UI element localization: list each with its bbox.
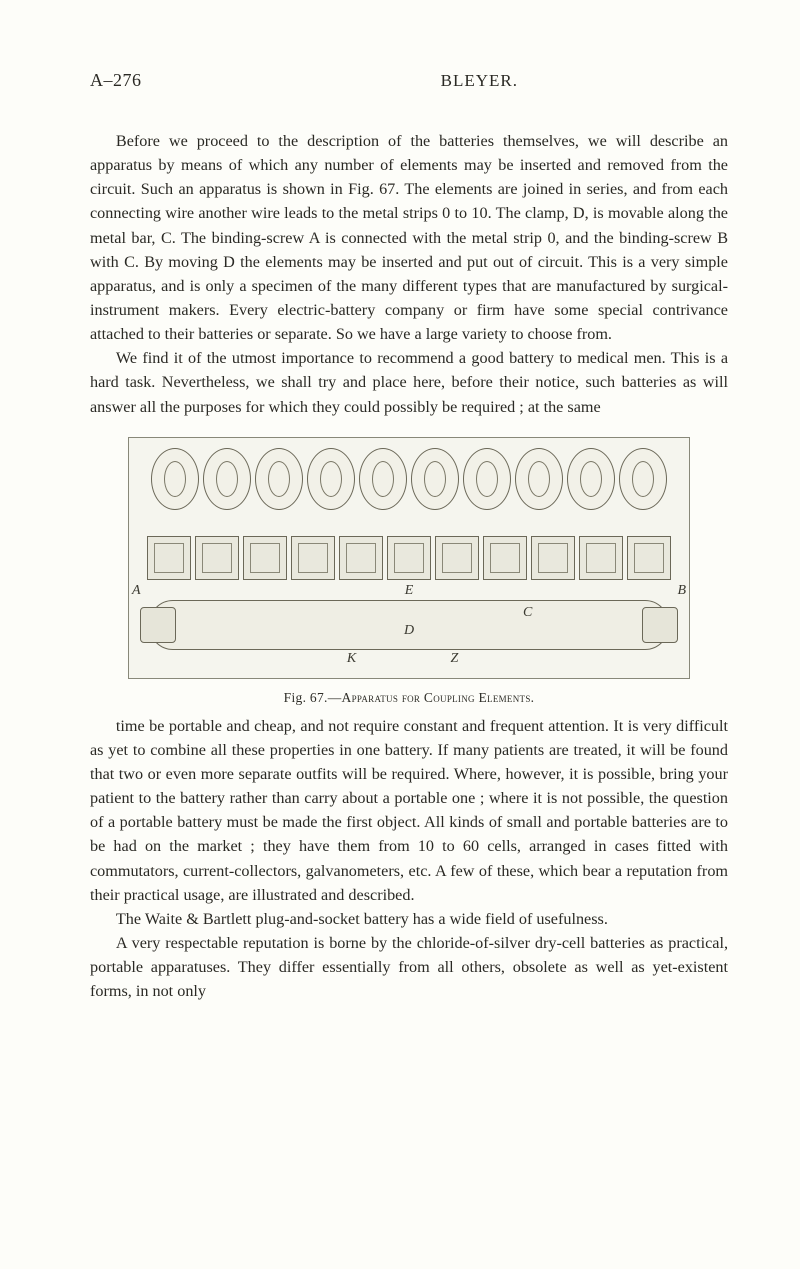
- figure-cell: [359, 448, 407, 510]
- running-header: A–276 BLEYER.: [90, 70, 728, 91]
- figure-cell: [151, 448, 199, 510]
- body-text-upper: Before we proceed to the description of …: [90, 129, 728, 419]
- figure-label-K: K: [347, 651, 356, 667]
- page-number: A–276: [90, 70, 142, 91]
- figure-bar: A B D K Z E C: [149, 600, 669, 650]
- figure-block: [627, 536, 671, 580]
- figure-cell: [619, 448, 667, 510]
- paragraph-5: A very respectable reputation is borne b…: [90, 931, 728, 1003]
- figure-block: [291, 536, 335, 580]
- figure-label-Z: Z: [450, 651, 458, 667]
- body-text-lower: time be portable and cheap, and not requ…: [90, 714, 728, 1004]
- figure-label-D: D: [404, 623, 414, 639]
- figure-block: [579, 536, 623, 580]
- figure-block: [339, 536, 383, 580]
- figure-label-E: E: [405, 583, 414, 599]
- figure-cell: [203, 448, 251, 510]
- page: A–276 BLEYER. Before we proceed to the d…: [0, 0, 800, 1269]
- figure-block: [147, 536, 191, 580]
- figure-block: [387, 536, 431, 580]
- figure-block: [435, 536, 479, 580]
- figure-cell: [463, 448, 511, 510]
- figure-label-A: A: [132, 583, 141, 599]
- figure-cell: [567, 448, 615, 510]
- figure-67-engraving: A B D K Z E C: [128, 437, 690, 679]
- figure-block: [531, 536, 575, 580]
- figure-block: [243, 536, 287, 580]
- figure-cell: [411, 448, 459, 510]
- figure-label-C: C: [523, 605, 532, 621]
- figure-cell: [307, 448, 355, 510]
- figure-cell: [255, 448, 303, 510]
- figure-cells-row: [129, 448, 689, 510]
- figure-block: [195, 536, 239, 580]
- figure-block: [483, 536, 527, 580]
- figure-blocks-row: [129, 536, 689, 580]
- figure-caption-prefix: Fig. 67.—: [284, 690, 342, 705]
- figure-caption-body: Apparatus for Coupling Elements.: [342, 690, 535, 705]
- paragraph-1: Before we proceed to the description of …: [90, 129, 728, 346]
- paragraph-4: The Waite & Bartlett plug-and-socket bat…: [90, 907, 728, 931]
- figure-67-caption: Fig. 67.—Apparatus for Coupling Elements…: [90, 690, 728, 706]
- running-title: BLEYER.: [441, 71, 518, 91]
- figure-cell: [515, 448, 563, 510]
- figure-67: A B D K Z E C Fig. 67.—Apparatus for Cou…: [90, 437, 728, 706]
- paragraph-3: time be portable and cheap, and not requ…: [90, 714, 728, 907]
- paragraph-2: We find it of the utmost importance to r…: [90, 346, 728, 418]
- figure-label-B: B: [677, 583, 686, 599]
